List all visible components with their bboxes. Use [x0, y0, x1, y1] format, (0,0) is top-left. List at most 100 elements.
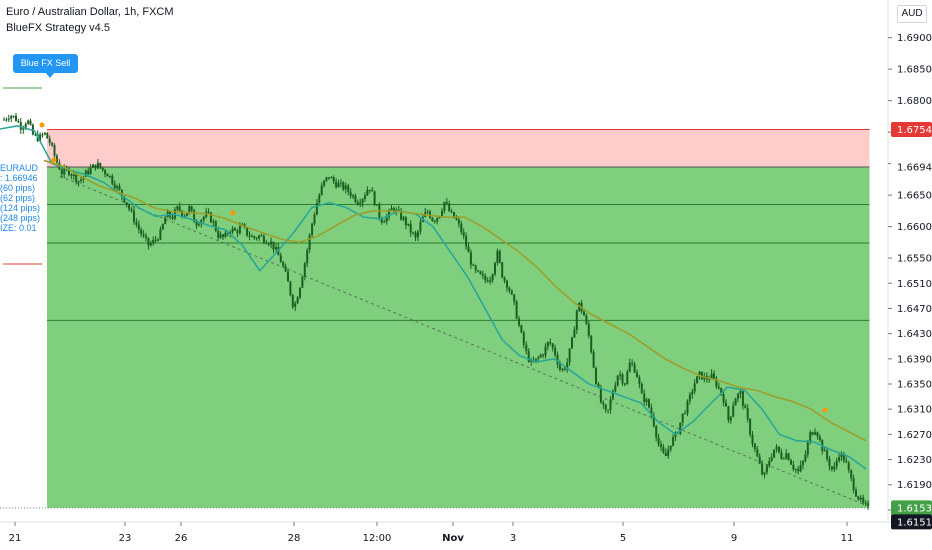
candle-body [645, 399, 648, 403]
candle-body [551, 343, 554, 348]
candle-body [222, 234, 224, 237]
candle-body [359, 203, 362, 205]
candle-body [503, 277, 506, 281]
signal-dot [51, 157, 57, 163]
candle-body [116, 186, 119, 189]
candle-body [364, 195, 366, 200]
candle-body [383, 221, 386, 223]
candle-body [171, 216, 174, 219]
candle-body [585, 315, 588, 324]
candle-body [549, 342, 552, 344]
candle-body [308, 234, 311, 250]
candle-body [255, 237, 258, 239]
candle-body [546, 342, 549, 347]
candle-body [262, 236, 265, 243]
candle-body [768, 460, 771, 466]
candle-body [828, 459, 831, 467]
candle-body [643, 393, 646, 403]
candle-body [219, 234, 222, 238]
candle-body [616, 375, 619, 386]
candle-body [859, 497, 862, 500]
candle-body [660, 444, 662, 448]
candle-body [840, 453, 843, 457]
candle-body [368, 189, 371, 191]
candle-body [147, 237, 150, 246]
candle-body [539, 354, 542, 358]
candle-body [441, 210, 443, 216]
currency-button[interactable]: AUD [897, 5, 927, 23]
candle-body [657, 437, 660, 445]
candle-body [753, 443, 756, 449]
candle-body [68, 168, 70, 175]
candle-body [210, 212, 212, 223]
candle-body [207, 211, 210, 213]
candle-body [833, 466, 836, 470]
candle-body [426, 211, 429, 213]
candle-body [525, 344, 528, 352]
candle-body [414, 233, 417, 238]
candle-body [751, 434, 754, 444]
candle-body [842, 453, 845, 461]
candle-body [284, 266, 287, 272]
legend-line: (124 pips) [0, 203, 41, 213]
candle-body [770, 457, 773, 461]
candle-body [380, 217, 383, 223]
candle-body [799, 464, 802, 472]
candle-body [385, 216, 388, 222]
candle-body [229, 232, 232, 234]
time-tick-label: 5 [620, 533, 626, 544]
candle-body [60, 169, 63, 175]
candle-body [48, 138, 51, 143]
candle-body [537, 357, 540, 359]
price-tick-label: 1.66500 [897, 191, 932, 202]
candle-body [431, 217, 434, 222]
candle-body [542, 354, 545, 356]
candle-body [104, 170, 107, 174]
legend-line: (248 pips) [0, 213, 41, 223]
candle-body [609, 399, 612, 410]
candle-body [149, 243, 152, 246]
candle-body [429, 211, 431, 218]
candle-body [27, 120, 30, 124]
candle-body [763, 472, 766, 475]
candle-body [814, 432, 817, 435]
candle-body [253, 236, 256, 238]
candle-body [159, 229, 162, 240]
candle-body [614, 385, 617, 392]
stop-loss-zone [47, 129, 870, 168]
candle-body [106, 173, 109, 177]
entry-price-tag-text: 1.66946 [897, 163, 932, 174]
candle-body [481, 274, 484, 276]
legend-line: EURAUD [0, 163, 39, 173]
candle-body [320, 185, 323, 195]
candle-body [46, 132, 49, 139]
candle-body [188, 206, 191, 213]
candle-body [638, 377, 641, 384]
strategy-name: BlueFX Strategy v4.5 [6, 22, 110, 34]
price-tick-label: 1.68000 [897, 96, 932, 107]
candle-body [855, 490, 857, 497]
candle-body [128, 205, 131, 210]
position-legend: EURAUD : 1.66946 (60 pips) (62 pips) (12… [0, 163, 40, 233]
candle-body [681, 413, 684, 423]
candle-body [515, 301, 518, 319]
candle-body [465, 236, 468, 247]
candle-body [123, 196, 126, 203]
candle-body [248, 235, 251, 237]
candle-body [250, 236, 253, 238]
candle-body [371, 189, 374, 192]
trend-line [59, 175, 871, 508]
candle-body [845, 460, 848, 463]
candle-body [811, 432, 814, 435]
candle-body [89, 167, 92, 174]
candle-body [130, 209, 133, 211]
candle-body [830, 466, 833, 470]
candle-body [484, 275, 487, 281]
candle-body [520, 325, 523, 333]
candle-body [197, 224, 200, 226]
sell-signal-label: Blue FX Sell [13, 54, 78, 78]
candle-body [818, 436, 821, 441]
candle-body [96, 162, 99, 169]
price-tick-label: 1.61900 [897, 480, 932, 491]
